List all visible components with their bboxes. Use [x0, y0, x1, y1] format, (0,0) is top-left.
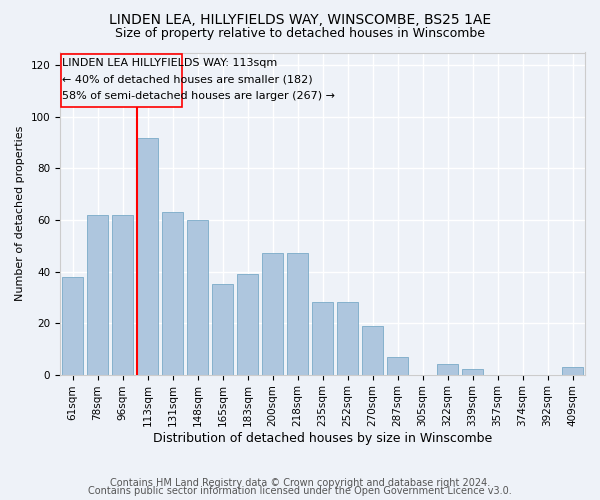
Bar	[437, 364, 458, 374]
X-axis label: Distribution of detached houses by size in Winscombe: Distribution of detached houses by size …	[153, 432, 492, 445]
Bar	[312, 302, 333, 374]
Text: LINDEN LEA HILLYFIELDS WAY: 113sqm: LINDEN LEA HILLYFIELDS WAY: 113sqm	[62, 58, 277, 68]
Bar	[462, 370, 483, 374]
Bar	[62, 276, 83, 374]
Text: Contains public sector information licensed under the Open Government Licence v3: Contains public sector information licen…	[88, 486, 512, 496]
Bar	[262, 254, 283, 374]
Bar	[212, 284, 233, 374]
Text: Size of property relative to detached houses in Winscombe: Size of property relative to detached ho…	[115, 28, 485, 40]
Bar	[187, 220, 208, 374]
Text: 58% of semi-detached houses are larger (267) →: 58% of semi-detached houses are larger (…	[62, 91, 335, 101]
Text: Contains HM Land Registry data © Crown copyright and database right 2024.: Contains HM Land Registry data © Crown c…	[110, 478, 490, 488]
Bar	[237, 274, 258, 374]
Text: ← 40% of detached houses are smaller (182): ← 40% of detached houses are smaller (18…	[62, 74, 313, 85]
Bar	[87, 215, 108, 374]
Bar	[562, 367, 583, 374]
Bar	[162, 212, 183, 374]
Y-axis label: Number of detached properties: Number of detached properties	[15, 126, 25, 301]
Bar	[112, 215, 133, 374]
FancyBboxPatch shape	[61, 54, 182, 106]
Bar	[387, 356, 408, 374]
Bar	[287, 254, 308, 374]
Bar	[362, 326, 383, 374]
Bar	[137, 138, 158, 374]
Bar	[337, 302, 358, 374]
Text: LINDEN LEA, HILLYFIELDS WAY, WINSCOMBE, BS25 1AE: LINDEN LEA, HILLYFIELDS WAY, WINSCOMBE, …	[109, 12, 491, 26]
